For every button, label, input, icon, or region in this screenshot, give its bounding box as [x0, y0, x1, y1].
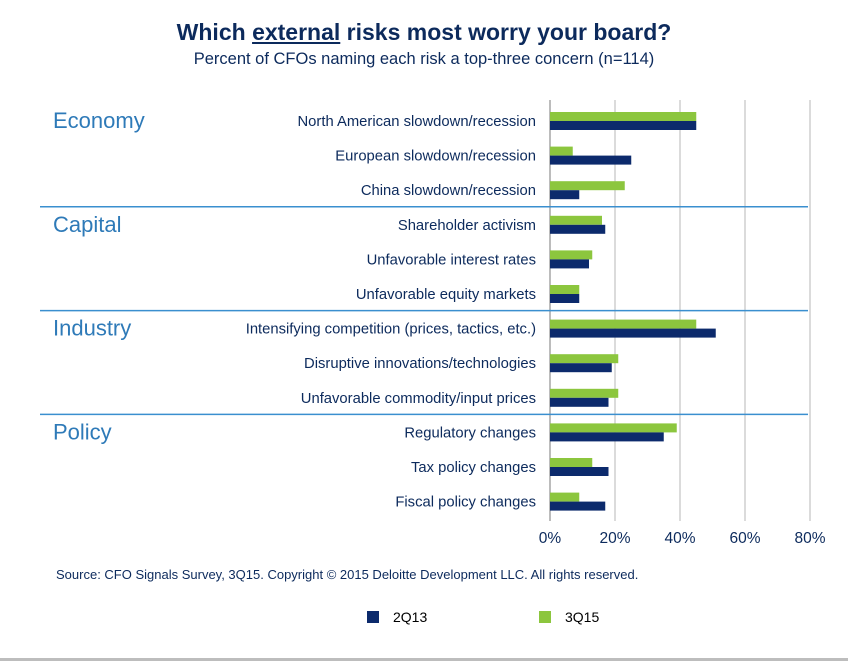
bar-2q13	[550, 363, 612, 373]
bar-2q13	[550, 328, 716, 338]
bar-3q15	[550, 319, 697, 329]
legend-label-2q13: 2Q13	[393, 609, 428, 625]
group-label: Policy	[53, 419, 112, 444]
bar-3q15	[550, 492, 580, 502]
bar-2q13	[550, 190, 580, 200]
legend-swatch-2q13	[367, 611, 379, 623]
group-label: Capital	[53, 212, 121, 237]
chart-title: Which external risks most worry your boa…	[0, 19, 848, 46]
category-label: North American slowdown/recession	[298, 114, 537, 130]
bar-3q15	[550, 388, 619, 398]
legend-item-2q13: 2Q13	[367, 609, 427, 625]
title-after: risks most worry your board?	[340, 19, 672, 45]
category-label: Shareholder activism	[398, 218, 536, 234]
bar-3q15	[550, 250, 593, 260]
bar-2q13	[550, 121, 697, 130]
bar-2q13	[550, 294, 580, 303]
bar-2q13	[550, 432, 664, 442]
bar-2q13	[550, 155, 632, 165]
chart-subtitle: Percent of CFOs naming each risk a top-t…	[193, 50, 655, 68]
bar-2q13	[550, 501, 606, 511]
category-label: Fiscal policy changes	[395, 495, 536, 511]
bar-2q13	[550, 259, 589, 269]
x-tick-label: 20%	[599, 530, 630, 547]
category-label: Intensifying competition (prices, tactic…	[246, 322, 536, 338]
category-label: Disruptive innovations/technologies	[304, 356, 536, 372]
category-label: Unfavorable commodity/input prices	[301, 391, 536, 407]
category-label: European slowdown/recession	[335, 149, 536, 165]
bar-3q15	[550, 285, 580, 294]
footer-divider	[0, 658, 848, 661]
bar-3q15	[550, 354, 619, 364]
bar-3q15	[550, 146, 573, 156]
category-label: Regulatory changes	[404, 425, 536, 441]
bar-3q15	[550, 458, 593, 467]
bar-3q15	[550, 181, 625, 191]
x-tick-label: 40%	[664, 530, 695, 547]
legend-label-3q15: 3Q15	[565, 609, 600, 625]
bar-3q15	[550, 423, 677, 433]
category-label: Unfavorable equity markets	[356, 287, 536, 303]
bar-2q13	[550, 397, 609, 407]
legend-item-3q15: 3Q15	[539, 609, 599, 625]
category-label: Unfavorable interest rates	[367, 252, 536, 268]
bar-2q13	[550, 467, 609, 476]
bar-2q13	[550, 224, 606, 234]
x-tick-label: 80%	[794, 530, 825, 547]
title-before: Which	[176, 19, 253, 45]
group-label: Economy	[53, 108, 145, 133]
bar-3q15	[550, 112, 697, 121]
bar-3q15	[550, 215, 602, 225]
source-note: Source: CFO Signals Survey, 3Q15. Copyri…	[56, 567, 639, 582]
title-underlined: external	[252, 19, 341, 45]
x-tick-label: 0%	[539, 530, 562, 547]
legend-swatch-3q15	[539, 611, 551, 623]
group-label: Industry	[53, 316, 131, 341]
x-tick-label: 60%	[729, 530, 760, 547]
category-label: China slowdown/recession	[361, 183, 536, 199]
category-label: Tax policy changes	[411, 460, 536, 476]
